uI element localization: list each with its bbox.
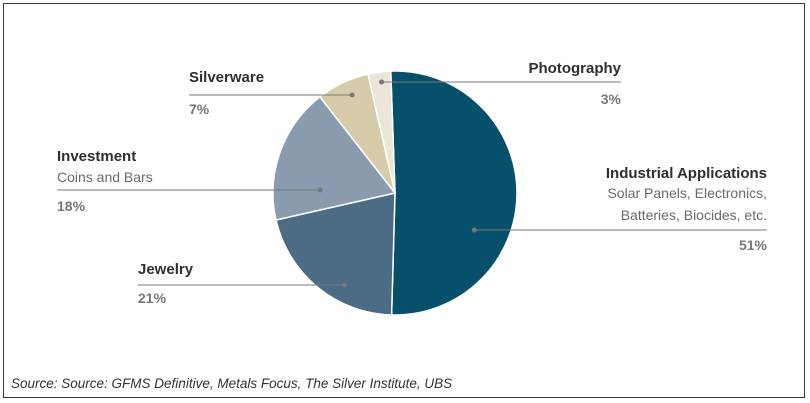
pie-slice-investment: [272, 95, 397, 221]
pie-slice-jewelry: [275, 192, 396, 316]
label-silverware-pct: 7%: [189, 101, 210, 117]
label-photography-title: Photography: [529, 60, 622, 77]
leader-dot-industrial: [471, 227, 477, 233]
leader-dot-photography: [379, 79, 385, 85]
label-silverware-title: Silverware: [189, 69, 264, 86]
pie-slice-photography: [367, 70, 396, 194]
pie-slice-industrial: [389, 70, 518, 316]
label-industrial-pct: 51%: [739, 237, 768, 253]
source-note: Source: Source: GFMS Definitive, Metals …: [11, 376, 453, 391]
leader-dot-silverware: [349, 92, 355, 98]
label-investment-sub: Coins and Bars: [57, 169, 153, 185]
label-jewelry-pct: 21%: [138, 290, 167, 306]
label-investment-title: Investment: [57, 148, 136, 165]
leader-dot-jewelry: [342, 282, 348, 288]
label-investment-pct: 18%: [57, 198, 86, 214]
label-jewelry-title: Jewelry: [138, 261, 194, 278]
label-industrial-title: Industrial Applications: [606, 165, 767, 182]
label-industrial-sub-1: Solar Panels, Electronics,: [607, 185, 767, 201]
leader-dot-investment: [317, 187, 323, 193]
label-photography-pct: 3%: [601, 91, 622, 107]
label-industrial-sub-2: Batteries, Biocides, etc.: [621, 207, 767, 223]
